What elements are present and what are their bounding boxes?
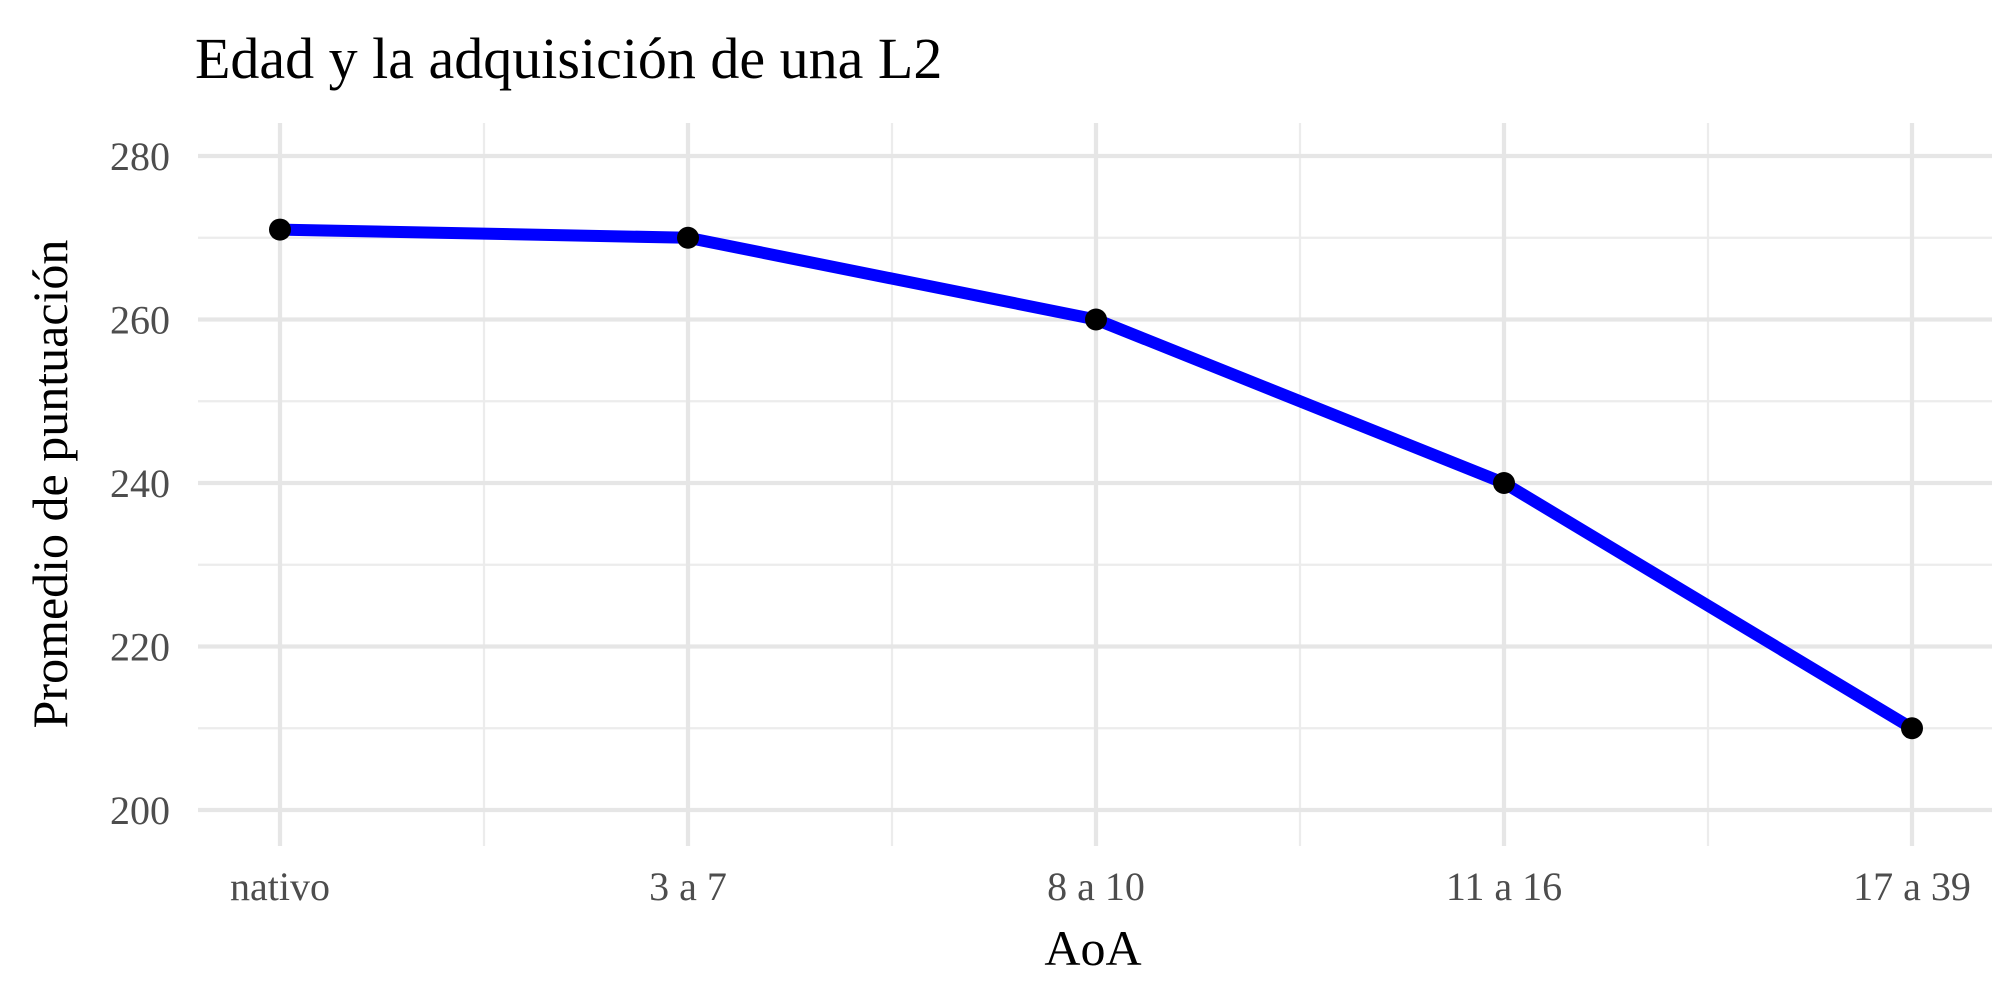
y-tick-label: 260 <box>110 298 170 343</box>
x-tick-label: 3 a 7 <box>649 864 727 909</box>
grid <box>198 123 1992 846</box>
x-axis-ticks: nativo 3 a 7 8 a 10 11 a 16 17 a 39 <box>230 864 1971 909</box>
y-tick-label: 280 <box>110 134 170 179</box>
y-axis-ticks: 200 220 240 260 280 <box>110 134 170 833</box>
data-point <box>269 218 291 241</box>
y-tick-label: 200 <box>110 788 170 833</box>
y-axis-title: Promedio de puntuación <box>22 240 78 729</box>
data-point <box>1493 472 1515 494</box>
y-tick-label: 240 <box>110 461 170 506</box>
y-tick-label: 220 <box>110 625 170 670</box>
data-point <box>677 226 699 249</box>
x-tick-label: 17 a 39 <box>1853 864 1971 909</box>
series-point-layer <box>269 218 1923 740</box>
data-point <box>1085 308 1107 331</box>
x-axis-title: AoA <box>1044 920 1141 976</box>
x-tick-label: nativo <box>230 864 330 909</box>
chart-title: Edad y la adquisición de una L2 <box>195 26 942 91</box>
x-tick-label: 8 a 10 <box>1047 864 1145 909</box>
data-point <box>1901 717 1923 740</box>
x-tick-label: 11 a 16 <box>1446 864 1562 909</box>
